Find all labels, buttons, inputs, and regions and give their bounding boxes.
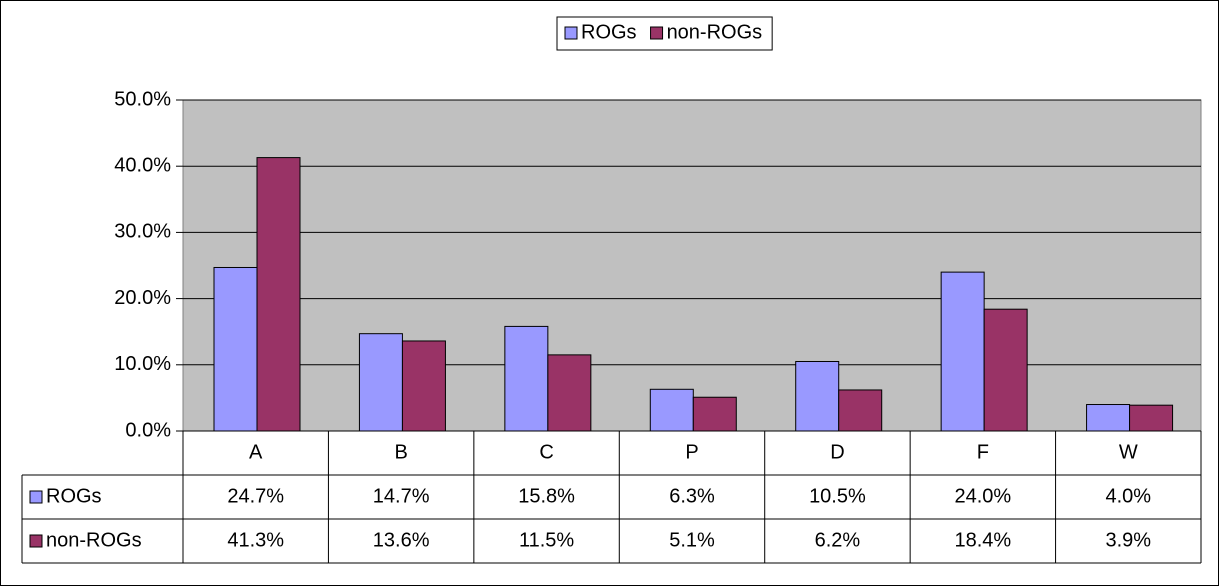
bar [401, 340, 446, 432]
table-legend-key [29, 534, 43, 548]
plot-area [182, 99, 1202, 432]
bar [795, 360, 840, 432]
table-value: 10.5% [809, 485, 866, 507]
bar [983, 308, 1028, 432]
bar [838, 389, 883, 432]
legend-label: non-ROGs [667, 21, 763, 43]
table-value: 41.3% [227, 529, 284, 551]
legend-label: ROGs [581, 21, 637, 43]
bar [1129, 404, 1174, 432]
bar [547, 354, 592, 432]
x-tick-label: A [249, 441, 263, 463]
bar [1086, 404, 1131, 432]
x-tick-label: W [1119, 441, 1138, 463]
y-tick-label: 50.0% [114, 88, 171, 110]
table-value: 4.0% [1105, 485, 1151, 507]
table-value: 14.7% [373, 485, 430, 507]
bar [504, 325, 549, 432]
y-tick-label: 10.0% [114, 353, 171, 375]
table-value: 13.6% [373, 529, 430, 551]
bar [213, 266, 258, 432]
table-value: 6.3% [669, 485, 715, 507]
table-value: 6.2% [815, 529, 861, 551]
table-row-label: ROGs [46, 485, 102, 507]
table-value: 24.0% [954, 485, 1011, 507]
table-value: 11.5% [519, 529, 574, 551]
table-value: 15.8% [518, 485, 575, 507]
y-tick-label: 30.0% [114, 221, 171, 243]
x-tick-label: B [394, 441, 407, 463]
bar [358, 333, 403, 432]
x-tick-label: F [977, 441, 989, 463]
legend-key [564, 26, 578, 40]
bar [649, 388, 694, 432]
legend [556, 16, 773, 51]
y-tick-label: 20.0% [114, 287, 171, 309]
y-tick-label: 40.0% [114, 154, 171, 176]
x-tick-label: C [539, 441, 553, 463]
table-value: 5.1% [669, 529, 715, 551]
x-tick-label: P [685, 441, 698, 463]
bar [256, 157, 301, 432]
table-value: 3.9% [1105, 529, 1151, 551]
x-tick-label: D [830, 441, 844, 463]
table-value: 18.4% [954, 529, 1011, 551]
bar [940, 271, 985, 432]
bar [692, 396, 737, 432]
legend-key [650, 26, 664, 40]
table-row-label: non-ROGs [46, 529, 142, 551]
table-value: 24.7% [227, 485, 284, 507]
y-tick-label: 0.0% [125, 419, 171, 441]
table-legend-key [29, 490, 43, 504]
